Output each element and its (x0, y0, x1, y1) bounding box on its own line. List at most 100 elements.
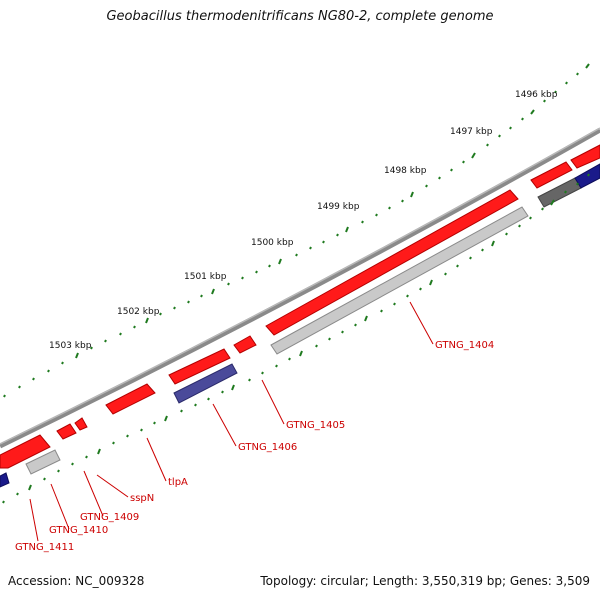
gene-label-gtng-1411[interactable]: GTNG_1411 (15, 542, 74, 553)
inner-tick (16, 492, 19, 496)
outer-tick (425, 184, 428, 188)
gene-forward-gtng-1406[interactable] (168, 348, 231, 385)
gene-reverse-left-blue[interactable] (0, 472, 10, 488)
outer-tick (521, 117, 524, 121)
scale-label: 1502 kbp (117, 307, 160, 317)
outer-tick (462, 160, 465, 164)
gene-reverse-right-navy[interactable] (574, 163, 600, 189)
inner-tick (505, 232, 508, 236)
inner-tick-major (364, 315, 368, 322)
leader-tlpa (146, 437, 167, 482)
outer-tick (227, 282, 230, 286)
outer-tick-major (75, 352, 79, 359)
outer-tick-major (345, 226, 349, 233)
gene-label-gtng-1406[interactable]: GTNG_1406 (238, 442, 297, 453)
outer-tick (3, 394, 6, 398)
scale-label: 1500 kbp (251, 238, 294, 248)
gene-reverse-gtng-1406[interactable] (173, 363, 238, 404)
inner-tick-major (28, 484, 32, 491)
outer-tick (187, 300, 190, 304)
inner-tick (153, 421, 156, 425)
outer-tick-major (211, 288, 215, 295)
outer-tick (18, 385, 21, 389)
gene-forward-tlpa[interactable] (105, 383, 156, 415)
gene-label-tlpa[interactable]: tlpA (168, 477, 188, 488)
outer-tick (576, 72, 579, 76)
inner-tick (288, 357, 291, 361)
outer-tick (565, 81, 568, 85)
gene-label-sspn[interactable]: sspN (130, 493, 154, 504)
outer-tick (104, 339, 107, 343)
outer-tick (498, 134, 501, 138)
outer-tick (295, 253, 298, 257)
gene-forward-right[interactable] (530, 161, 573, 189)
gene-label-gtng-1405[interactable]: GTNG_1405 (286, 420, 345, 431)
inner-tick (71, 462, 74, 466)
gene-reverse-gtng-1411[interactable] (25, 449, 61, 475)
outer-tick-major (471, 152, 476, 159)
leader-gtng-1409 (83, 470, 104, 517)
inner-tick (456, 264, 459, 268)
inner-tick-major (299, 350, 303, 357)
inner-tick-major (164, 415, 168, 422)
genome-title: Geobacillus thermodenitrificans NG80-2, … (106, 9, 494, 24)
outer-tick (200, 294, 203, 298)
outer-tick (47, 369, 50, 373)
gene-forward-gtng-1404[interactable] (265, 189, 519, 336)
gene-forward-gtng-1409[interactable] (56, 423, 77, 440)
gene-label-gtng-1409[interactable]: GTNG_1409 (80, 512, 139, 523)
gene-forward-right-2[interactable] (570, 144, 600, 169)
outer-tick (173, 306, 176, 310)
inner-tick (529, 216, 532, 220)
outer-tick-major (410, 191, 414, 198)
inner-tick (518, 224, 521, 228)
gene-forward-gtng-1410[interactable] (0, 434, 51, 469)
outer-tick (90, 346, 93, 350)
inner-tick (194, 403, 197, 407)
outer-tick (255, 270, 258, 274)
inner-tick (354, 323, 357, 327)
leader-sspn (96, 474, 129, 498)
outer-tick (543, 99, 546, 103)
inner-tick (126, 434, 129, 438)
inner-tick (564, 190, 567, 194)
inner-tick (112, 441, 115, 445)
inner-tick (2, 500, 5, 504)
gene-label-gtng-1404[interactable]: GTNG_1404 (435, 340, 494, 351)
leader-gtng-1404 (409, 301, 434, 345)
label-leaders (29, 301, 434, 542)
gene-forward-gtng-1405[interactable] (233, 335, 257, 354)
inner-tick (248, 378, 251, 382)
inner-tick-track (2, 173, 590, 504)
inner-tick (140, 428, 143, 432)
inner-tick (419, 287, 422, 291)
genome-backbone-highlight (0, 127, 600, 445)
inner-tick (85, 455, 88, 459)
scale-label: 1501 kbp (184, 272, 227, 282)
inner-tick (207, 397, 210, 401)
inner-tick-major (231, 384, 235, 391)
outer-tick (375, 213, 378, 217)
inner-tick-major (491, 240, 495, 247)
inner-tick (261, 371, 264, 375)
inner-tick (541, 207, 544, 211)
scale-label: 1496 kbp (515, 90, 558, 100)
inner-tick (576, 182, 579, 186)
gene-forward-sspn[interactable] (74, 417, 88, 431)
gene-label-gtng-1410[interactable]: GTNG_1410 (49, 525, 108, 536)
inner-tick-major (97, 448, 101, 455)
leader-gtng-1405 (261, 379, 285, 425)
accession-text: Accession: NC_009328 (8, 574, 145, 588)
gene-reverse-gtng-1404[interactable] (270, 206, 529, 355)
inner-tick (43, 477, 46, 481)
leader-gtng-1406 (212, 403, 237, 447)
inner-tick (469, 256, 472, 260)
outer-tick (61, 361, 64, 365)
outer-tick (401, 199, 404, 203)
scale-label: 1498 kbp (384, 166, 427, 176)
outer-tick (119, 332, 122, 336)
forward-genes (0, 144, 600, 469)
outer-tick (241, 276, 244, 280)
scale-label: 1497 kbp (450, 127, 493, 137)
